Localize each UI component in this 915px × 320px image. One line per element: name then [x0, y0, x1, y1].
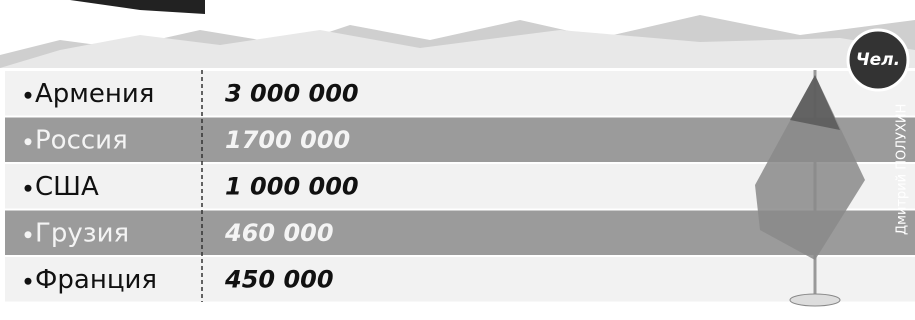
chart: Армения 3 000 000 Россия 1700 000 США 1 000 0… [0, 0, 915, 316]
value-label: 450 000 [224, 265, 334, 293]
value-label: 3 000 000 [225, 79, 359, 107]
category-label: Армения [35, 79, 154, 109]
banner [70, 0, 205, 14]
value-label: 460 000 [224, 219, 334, 247]
category-label: Грузия [35, 218, 129, 248]
bullet [25, 138, 32, 145]
value-label: 1 000 000 [225, 172, 359, 200]
bullet [25, 278, 32, 285]
unit-label: Чел. [856, 50, 900, 70]
credit: Дмитрий ПОЛУХИН [895, 104, 910, 235]
bullet [25, 185, 32, 192]
bullet [25, 92, 32, 99]
category-label: США [35, 172, 99, 202]
value-label: 1700 000 [225, 126, 350, 154]
category-label: Россия [35, 125, 128, 155]
bullet [25, 231, 32, 238]
category-label: Франция [35, 265, 157, 295]
